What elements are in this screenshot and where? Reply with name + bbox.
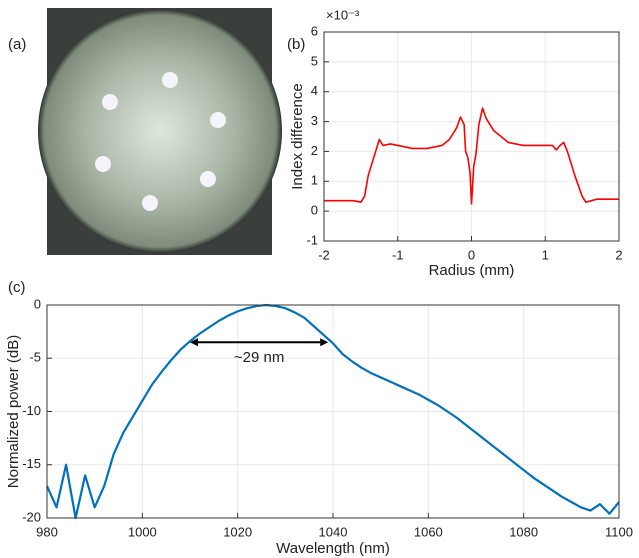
stress-rod [162,72,178,88]
axes-box [46,304,620,519]
fiber-cross-section [38,9,282,253]
y-tick-label: 0 [34,296,41,311]
x-axis-label: Radius (mm) [429,262,515,279]
y-tick-label: -5 [29,350,41,365]
x-tick-label: 2 [615,247,622,262]
stress-rod [95,156,111,172]
y-tick-label: -1 [306,232,318,247]
x-tick-label: 0 [468,247,475,262]
x-tick-label: 1020 [223,524,252,539]
panel-label: (b) [287,36,305,53]
y-tick-label: -15 [22,456,41,471]
data-line [45,303,620,520]
panel-label: (a) [8,36,26,53]
y-tick-label: 6 [311,23,318,38]
x-tick-label: 1100 [605,524,633,539]
y-axis-label: Index difference [289,83,306,189]
y-tick-label: -20 [22,509,41,524]
x-tick-label: 1 [542,247,549,262]
y-tick-label: 1 [311,173,318,188]
x-tick-label: 1080 [509,524,538,539]
x-tick-label: 1040 [319,524,348,539]
stress-rod [200,171,216,187]
x-tick-label: 1000 [128,524,157,539]
y-tick-label: 4 [311,83,318,98]
y-tick-label: 0 [311,203,318,218]
y-tick-label: 3 [311,113,318,128]
panel-label: (c) [8,279,26,296]
x-tick-label: -1 [392,247,404,262]
stress-rod [102,94,118,110]
x-tick-label: 980 [36,524,58,539]
y-tick-label: -10 [22,403,41,418]
x-axis-label: Wavelength (nm) [276,540,390,557]
annotation-text: ~29 nm [234,349,284,366]
data-line [324,107,619,205]
y-tick-label: 2 [311,143,318,158]
arrow-head [190,338,198,347]
y-axis-label: Normalized power (dB) [5,335,22,488]
x-tick-label: 1060 [414,524,443,539]
stress-rod [210,112,226,128]
y-tick-label: 5 [311,53,318,68]
stress-rod [142,195,158,211]
fiber-photo [38,8,282,255]
arrow-head [320,338,329,347]
x-tick-label: -2 [318,247,330,262]
axes-box [323,31,620,242]
axis-scale-label: ×10⁻³ [326,7,360,22]
